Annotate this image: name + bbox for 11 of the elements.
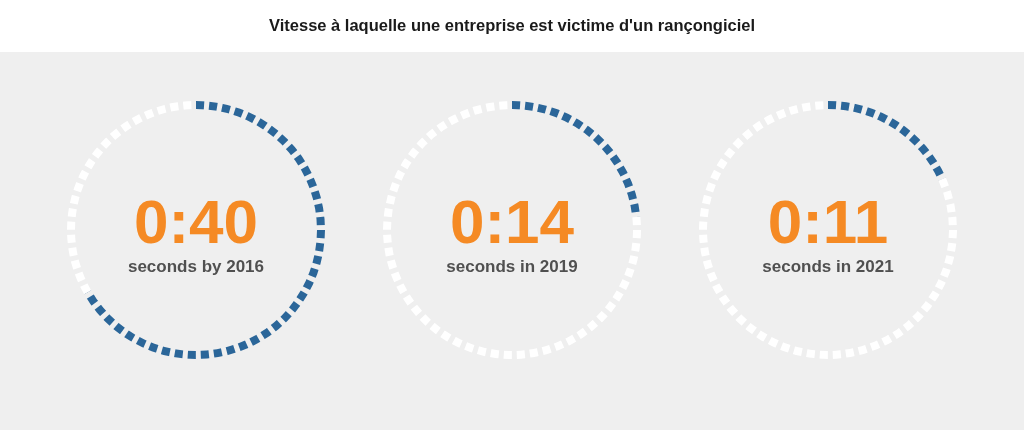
text: seconds in 2019: [446, 257, 578, 276]
donut-slice: [699, 101, 957, 359]
donut-slice: [84, 101, 325, 359]
text: seconds in 2021: [762, 257, 894, 276]
text: Vitesse à laquelle une entreprise est victime d'un rançongiciel: [269, 16, 755, 34]
text: seconds by 2016: [127, 257, 265, 276]
text: 0:14: [449, 187, 575, 256]
donut-slice: [828, 101, 946, 181]
text: 0:40: [133, 187, 259, 256]
text: 0:11: [767, 187, 889, 256]
donut-slice: [383, 101, 641, 359]
